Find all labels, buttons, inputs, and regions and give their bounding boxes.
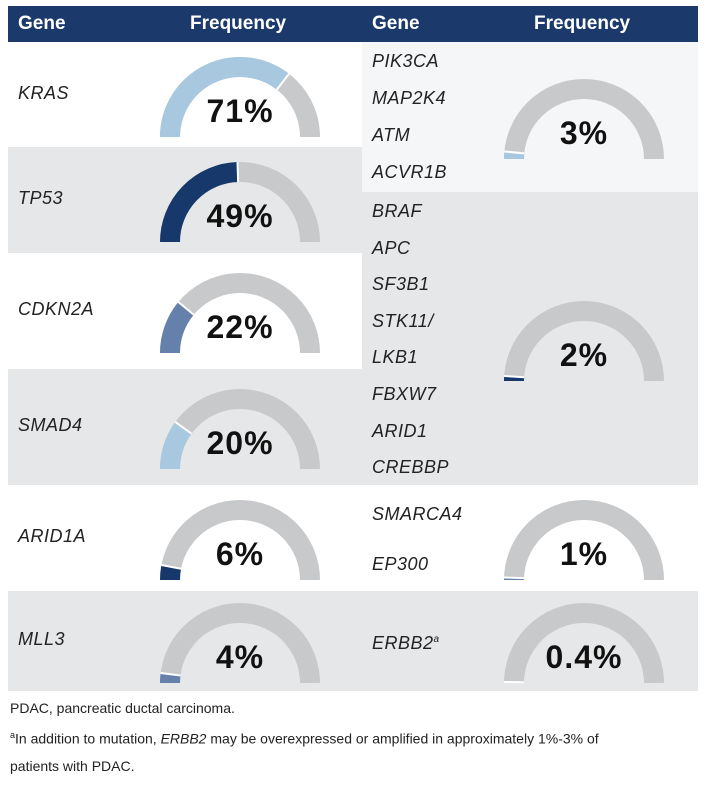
gene-mll3-gauge <box>159 603 320 684</box>
gene-arid1a-gauge-fill <box>160 565 182 581</box>
footer-note-line2: patients with PDAC. <box>10 758 135 774</box>
gene-arid1a-row: ARID1A 6% <box>8 485 362 591</box>
gene-mll3-gauge-fill <box>159 672 181 684</box>
group-braf-gauge-divider <box>504 374 525 378</box>
group-erbb2-gauge <box>503 603 664 684</box>
gene-mll3-gauge-track <box>160 603 320 684</box>
gene-cdkn2a-row: CDKN2A 22% <box>8 253 362 369</box>
gene-stk11-label: STK11/ <box>372 310 434 331</box>
footer-note: aIn addition to mutation, ERBB2 may be o… <box>10 730 700 747</box>
gene-crebbp-label: CREBBP <box>372 457 450 478</box>
gene-smarca4-label: SMARCA4 <box>372 504 463 524</box>
footer-note-gene: ERBB2 <box>160 730 207 747</box>
group-erbb2-percent-label: 0.4% <box>545 639 623 675</box>
group-erbb2: ERBB2a 0.4% <box>362 591 698 691</box>
group-smarca4-gauge <box>504 500 664 581</box>
gene-smad4-gauge-fill <box>160 421 192 470</box>
gene-atm-label: ATM <box>372 125 411 145</box>
gene-mll3-percent-label: 4% <box>215 639 265 675</box>
group-pik3ca-gauge <box>503 79 664 160</box>
gene-smad4-percent-label: 20% <box>206 425 274 461</box>
footer-note-mark: a <box>10 730 16 740</box>
gene-tp53-gauge-divider <box>236 162 240 183</box>
group-smarca4-gauge-track <box>504 500 664 581</box>
gene-tp53-percent-label: 49% <box>206 198 274 234</box>
header-left: Gene Frequency <box>8 6 362 42</box>
gene-kras-row: KRAS 71% <box>8 42 362 147</box>
gene-erbb2-label: ERBB2a <box>372 633 440 653</box>
gene-arid1a-gauge-divider <box>161 564 182 570</box>
gene-tp53-label: TP53 <box>18 188 64 208</box>
gene-cdkn2a-label: CDKN2A <box>18 299 95 319</box>
gene-apc-label: APC <box>372 237 411 258</box>
group-pik3ca-percent-label: 3% <box>559 115 609 151</box>
gene-mll3-label: MLL3 <box>18 629 66 649</box>
header-right: Gene Frequency <box>362 6 698 42</box>
gene-lkb1-label: LKB1 <box>372 347 419 368</box>
group-braf-gauge <box>504 300 664 381</box>
gene-smad4-row: SMAD4 20% <box>8 369 362 485</box>
gene-mll3-row: MLL3 4% <box>8 591 362 691</box>
footer-abbreviation: PDAC, pancreatic ductal carcinoma. <box>10 700 235 716</box>
group-smarca4-percent-label: 1% <box>559 536 609 572</box>
gene-arid1a-percent-label: 6% <box>215 536 265 572</box>
gene-arid1a-label: ARID1A <box>18 526 87 546</box>
gene-fbxw7-label: FBXW7 <box>372 384 437 404</box>
gene-arid1-label: ARID1 <box>372 420 428 441</box>
group-pik3ca-gauge-divider <box>504 150 525 155</box>
gene-ep300-label: EP300 <box>372 554 429 574</box>
gene-arid1a-gauge-track <box>160 500 320 581</box>
gene-smad4-gauge <box>160 389 320 470</box>
gene-pik3ca-label: PIK3CA <box>372 51 440 71</box>
group-erbb2-gauge-track <box>504 603 664 684</box>
gene-kras-gauge <box>160 56 320 137</box>
group-smarca4-gauge-divider <box>504 576 525 580</box>
group-pik3ca: PIK3CA MAP2K4 ATM ACVR1B 3% <box>362 42 698 192</box>
gene-kras-label: KRAS <box>18 82 70 103</box>
gene-arid1a-gauge <box>160 500 320 581</box>
gene-sf3b1-label: SF3B1 <box>372 274 430 295</box>
gene-kras-percent-label: 71% <box>206 92 274 129</box>
gene-mll3-gauge-divider <box>160 671 181 677</box>
header-frequency-1: Frequency <box>190 13 287 34</box>
group-braf: BRAF APC SF3B1 STK11/LKB1 FBXW7 ARID1 CREBBP 2% <box>362 192 698 485</box>
gene-acvr1b-label: ACVR1B <box>372 162 448 182</box>
group-pik3ca-gauge-track <box>504 79 664 160</box>
header-gene-1: Gene <box>18 13 66 34</box>
gene-kras-gauge-fill <box>160 56 290 137</box>
gene-braf-label: BRAF <box>372 201 423 221</box>
gene-tp53-gauge-fill <box>160 162 239 243</box>
footnote-mark: a <box>433 634 440 645</box>
gene-smad4-label: SMAD4 <box>18 415 83 435</box>
gene-cdkn2a-gauge-fill <box>160 302 195 354</box>
gene-kras-gauge-divider <box>275 72 290 90</box>
header-gene-2: Gene <box>372 13 420 34</box>
gene-cdkn2a-gauge-divider <box>177 301 195 316</box>
gene-cdkn2a-gauge <box>160 273 320 354</box>
gene-map2k4-label: MAP2K4 <box>372 88 447 108</box>
gene-cdkn2a-percent-label: 22% <box>206 309 274 345</box>
gene-tp53-row: TP53 49% <box>8 147 362 253</box>
header-frequency-2: Frequency <box>534 13 631 34</box>
gene-smad4-gauge-divider <box>174 421 193 435</box>
footer-note-post: may be overexpressed or amplified in app… <box>206 730 599 747</box>
group-braf-percent-label: 2% <box>559 336 609 373</box>
footer-note-pre: In addition to mutation, <box>15 730 161 747</box>
group-braf-gauge-track <box>504 300 664 381</box>
gene-tp53-gauge <box>160 162 320 243</box>
group-smarca4: SMARCA4 EP300 1% <box>362 485 698 591</box>
